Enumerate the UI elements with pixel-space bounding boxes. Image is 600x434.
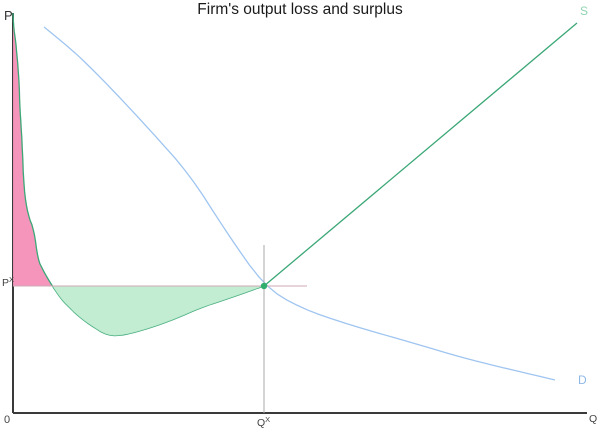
svg-text:QX: QX [257,415,270,429]
svg-text:D: D [578,373,587,387]
svg-text:0: 0 [4,414,10,426]
svg-text:Q: Q [589,413,597,425]
